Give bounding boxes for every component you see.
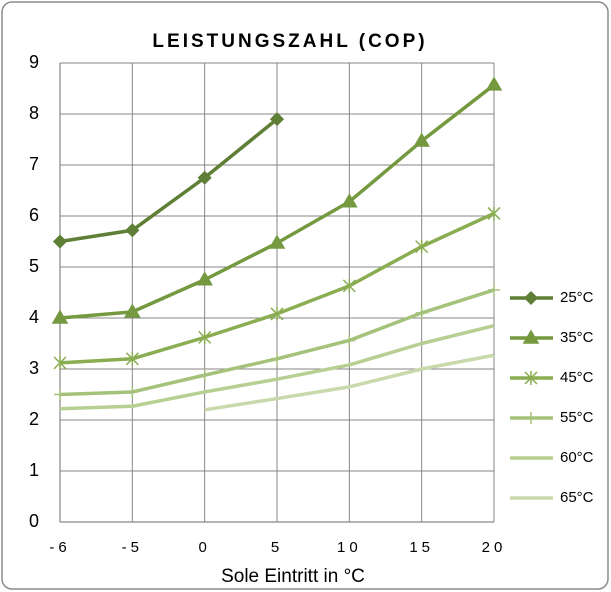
marker bbox=[413, 132, 430, 147]
y-tick-label: 7 bbox=[29, 154, 39, 174]
series-line bbox=[204, 353, 495, 412]
marker bbox=[54, 388, 66, 401]
x-tick-label: 0 bbox=[198, 539, 210, 556]
marker bbox=[487, 206, 501, 221]
y-tick-label: 2 bbox=[29, 409, 39, 429]
marker bbox=[525, 412, 537, 424]
legend-label: 25°C bbox=[560, 289, 594, 306]
x-tick-label: 5 bbox=[271, 539, 283, 556]
legend-label: 45°C bbox=[560, 369, 594, 386]
marker bbox=[198, 330, 212, 345]
marker bbox=[124, 303, 141, 318]
legend-label: 60°C bbox=[560, 449, 594, 466]
marker bbox=[341, 193, 358, 208]
marker bbox=[198, 369, 211, 382]
marker bbox=[53, 355, 67, 370]
x-tick-label: -6 bbox=[49, 539, 70, 556]
x-tick-label: 10 bbox=[337, 539, 362, 556]
marker bbox=[197, 170, 212, 185]
marker bbox=[268, 234, 286, 249]
legend-label: 65°C bbox=[560, 489, 594, 506]
x-tick-label: 20 bbox=[482, 539, 507, 556]
marker bbox=[52, 234, 68, 249]
legend-label: 55°C bbox=[560, 409, 594, 426]
marker bbox=[488, 283, 500, 296]
marker bbox=[485, 76, 503, 91]
marker bbox=[522, 329, 540, 344]
chart-title: LEISTUNGSZAHL (COP) bbox=[152, 31, 427, 52]
y-tick-label: 1 bbox=[29, 460, 39, 480]
x-tick-label: -5 bbox=[122, 539, 143, 556]
marker bbox=[196, 271, 213, 286]
y-tick-label: 6 bbox=[29, 205, 39, 225]
y-tick-label: 0 bbox=[29, 511, 39, 531]
y-tick-label: 8 bbox=[29, 103, 39, 123]
marker bbox=[415, 239, 429, 254]
marker bbox=[126, 385, 139, 398]
x-axis-label: Sole Eintritt in °C bbox=[221, 566, 365, 587]
marker bbox=[524, 371, 538, 385]
marker bbox=[523, 290, 539, 306]
series-line bbox=[59, 323, 495, 411]
marker bbox=[343, 334, 356, 347]
marker bbox=[269, 112, 285, 127]
y-tick-label: 3 bbox=[29, 358, 39, 378]
series-line bbox=[59, 117, 279, 244]
y-tick-label: 5 bbox=[29, 256, 39, 276]
y-tick-label: 4 bbox=[29, 307, 39, 327]
marker bbox=[271, 352, 283, 365]
marker bbox=[270, 306, 284, 321]
legend-label: 35°C bbox=[560, 329, 594, 346]
marker bbox=[51, 309, 69, 324]
marker bbox=[415, 306, 428, 319]
marker bbox=[342, 278, 356, 293]
marker bbox=[125, 223, 140, 238]
y-tick-label: 9 bbox=[29, 52, 39, 72]
x-tick-label: 15 bbox=[409, 539, 434, 556]
marker bbox=[125, 351, 139, 366]
